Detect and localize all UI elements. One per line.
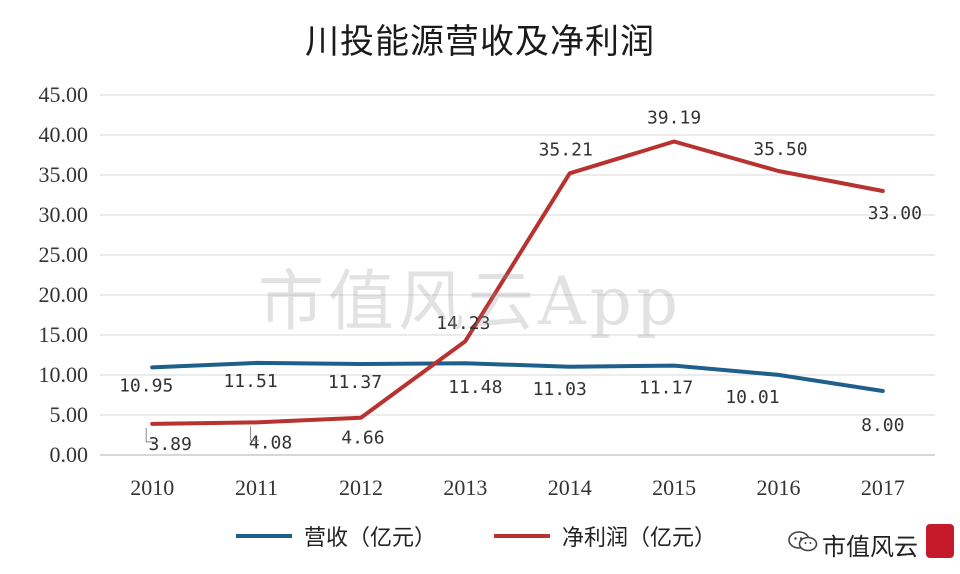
data-label-revenue: 11.48	[448, 377, 502, 398]
legend-item-revenue: 营收（亿元）	[236, 520, 436, 552]
x-tick-label: 2016	[756, 475, 800, 500]
y-tick-label: 35.00	[39, 162, 89, 187]
y-tick-label: 25.00	[39, 242, 89, 267]
data-label-revenue: 11.17	[639, 378, 693, 399]
series-line-profit	[150, 139, 885, 426]
data-label-profit: 35.50	[753, 139, 807, 160]
y-tick-label: 0.00	[50, 442, 89, 467]
label-leader-line	[250, 426, 259, 441]
series-line-revenue	[150, 360, 885, 393]
data-label-revenue: 11.03	[533, 379, 587, 400]
y-tick-label: 20.00	[39, 282, 89, 307]
y-tick-label: 15.00	[39, 322, 89, 347]
series-group	[150, 139, 885, 426]
y-tick-label: 5.00	[50, 402, 89, 427]
y-tick-label: 40.00	[39, 122, 89, 147]
data-label-profit: 14.23	[436, 313, 490, 334]
legend-label-revenue: 营收（亿元）	[304, 526, 437, 551]
data-label-revenue: 10.95	[119, 375, 173, 396]
data-label-profit: 4.08	[249, 432, 292, 453]
data-label-revenue: 11.51	[223, 371, 277, 392]
legend-item-profit: 净利润（亿元）	[494, 520, 716, 552]
chart-title: 川投能源营收及净利润	[305, 22, 655, 62]
label-leader-line	[145, 427, 155, 443]
y-tick-label: 45.00	[39, 82, 89, 107]
data-label-profit: 33.00	[868, 203, 922, 224]
data-label-profit: 4.66	[341, 428, 384, 449]
x-tick-label: 2010	[130, 475, 174, 500]
x-tick-label: 2013	[443, 475, 487, 500]
legend: 营收（亿元） 净利润（亿元）	[236, 520, 774, 552]
y-axis: 0.00 5.00 10.00 15.00 20.00 25.00 30.00 35.00 40…	[39, 82, 89, 467]
data-label-profit: 35.21	[539, 139, 593, 160]
x-tick-label: 2012	[339, 475, 383, 500]
legend-swatch-profit	[494, 534, 551, 538]
y-tick-label: 10.00	[39, 362, 89, 387]
y-tick-label: 30.00	[39, 202, 89, 227]
brand-seal	[926, 524, 954, 558]
data-label-revenue: 8.00	[861, 415, 904, 436]
wechat-icon	[788, 531, 818, 552]
data-labels: 10.95 11.51 11.37 11.48 11.03 11.17 10.01 8.00 3…	[119, 107, 922, 454]
x-tick-label: 2014	[548, 475, 592, 500]
data-label-profit: 3.89	[149, 434, 192, 455]
x-axis: 2010 2011 2012 2013 2014 2015 2016 2017	[130, 475, 905, 500]
data-label-revenue: 10.01	[725, 387, 779, 408]
data-label-revenue: 11.37	[328, 372, 382, 393]
brand-name: 市值风云	[822, 533, 918, 561]
x-tick-label: 2017	[861, 475, 905, 500]
data-label-profit: 39.19	[647, 107, 701, 128]
watermark-text: 市值风云App	[258, 263, 683, 340]
brand-logo: 市值风云	[772, 510, 960, 574]
legend-label-profit: 净利润（亿元）	[562, 526, 717, 551]
x-tick-label: 2015	[652, 475, 696, 500]
legend-swatch-revenue	[236, 534, 292, 538]
x-tick-label: 2011	[235, 475, 278, 500]
